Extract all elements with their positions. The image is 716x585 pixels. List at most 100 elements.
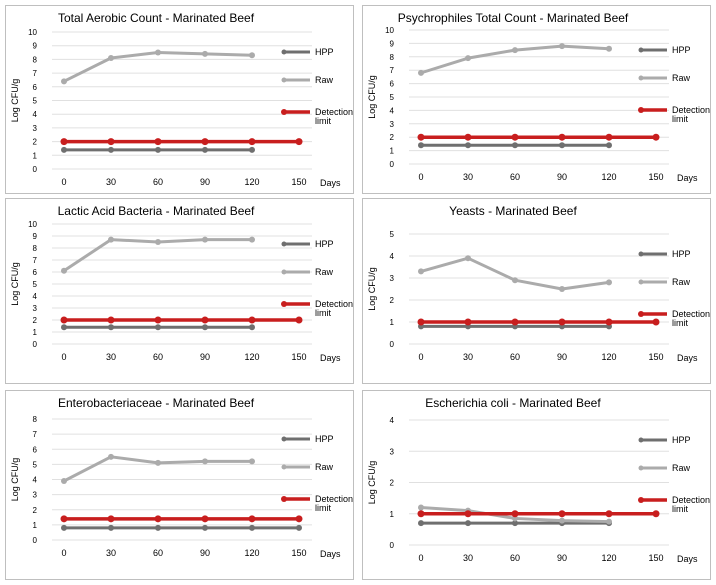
data-point-detection bbox=[107, 316, 115, 324]
legend-marker-detection bbox=[638, 107, 644, 113]
x-tick-label: 30 bbox=[463, 553, 473, 563]
data-point-hpp bbox=[61, 324, 67, 331]
data-point-detection bbox=[417, 510, 425, 518]
y-tick-label: 1 bbox=[33, 521, 38, 530]
x-tick-label: 120 bbox=[244, 177, 259, 187]
legend-label-detection-line2: limit bbox=[672, 114, 688, 124]
x-tick-label: 0 bbox=[418, 352, 423, 362]
legend-label-hpp: HPP bbox=[672, 249, 691, 259]
chart-panel: Total Aerobic Count - Marinated Beef 0 1 2 3… bbox=[5, 5, 354, 194]
data-point-detection bbox=[652, 318, 660, 326]
data-point-raw bbox=[465, 55, 471, 62]
data-point-hpp bbox=[512, 520, 518, 527]
data-point-detection bbox=[464, 318, 472, 326]
x-axis-label: Days bbox=[677, 353, 698, 363]
data-point-hpp bbox=[108, 524, 114, 531]
y-tick-label: 7 bbox=[33, 69, 38, 78]
x-axis-label: Days bbox=[320, 178, 341, 188]
y-axis-label: Log CFU/g bbox=[367, 75, 377, 119]
x-tick-label: 150 bbox=[648, 553, 663, 563]
x-tick-label: 90 bbox=[557, 352, 567, 362]
data-point-raw bbox=[465, 255, 471, 262]
legend-label-detection-line2: limit bbox=[315, 308, 331, 318]
legend-label-hpp: HPP bbox=[315, 239, 334, 249]
chart-title: Lactic Acid Bacteria - Marinated Beef bbox=[58, 204, 255, 218]
legend-marker-detection bbox=[281, 109, 287, 115]
y-tick-label: 9 bbox=[33, 232, 38, 241]
y-tick-label: 10 bbox=[28, 28, 37, 37]
x-tick-label: 60 bbox=[153, 177, 163, 187]
data-point-hpp bbox=[61, 146, 67, 153]
chart-svg: Total Aerobic Count - Marinated Beef 0 1 2 3… bbox=[10, 11, 353, 188]
data-point-hpp bbox=[512, 142, 518, 149]
y-tick-label: 4 bbox=[33, 476, 38, 485]
data-point-raw bbox=[418, 268, 424, 275]
data-point-detection bbox=[417, 318, 425, 326]
x-tick-label: 0 bbox=[418, 172, 423, 182]
x-tick-label: 90 bbox=[200, 177, 210, 187]
data-point-raw bbox=[202, 458, 208, 465]
legend-marker-raw bbox=[281, 269, 287, 275]
y-tick-label: 8 bbox=[33, 415, 38, 424]
data-point-raw bbox=[559, 43, 565, 50]
y-tick-label: 4 bbox=[33, 110, 38, 119]
data-point-raw bbox=[418, 504, 424, 511]
legend-label-detection: Detection bbox=[672, 495, 710, 505]
y-tick-label: 0 bbox=[390, 340, 395, 349]
x-tick-label: 0 bbox=[61, 177, 66, 187]
y-tick-label: 8 bbox=[33, 244, 38, 253]
x-tick-label: 150 bbox=[291, 548, 306, 558]
chart-svg: Lactic Acid Bacteria - Marinated Beef012… bbox=[10, 204, 353, 363]
legend-label-hpp: HPP bbox=[672, 45, 691, 55]
x-tick-label: 120 bbox=[601, 553, 616, 563]
x-tick-label: 30 bbox=[106, 352, 116, 362]
y-axis-label: Log CFU/g bbox=[10, 458, 20, 502]
data-point-detection bbox=[605, 510, 613, 518]
legend-marker-detection bbox=[281, 496, 287, 502]
legend-marker-raw bbox=[281, 464, 287, 470]
y-tick-label: 0 bbox=[33, 165, 38, 174]
y-tick-label: 3 bbox=[390, 447, 395, 456]
x-tick-label: 0 bbox=[61, 352, 66, 362]
data-point-detection bbox=[558, 133, 566, 141]
x-tick-label: 90 bbox=[200, 352, 210, 362]
data-point-hpp bbox=[465, 142, 471, 149]
data-point-detection bbox=[558, 318, 566, 326]
data-point-detection bbox=[154, 316, 162, 324]
legend-label-raw: Raw bbox=[672, 463, 691, 473]
series-line-raw bbox=[63, 51, 253, 83]
chart-svg: Enterobacteriaceae - Marinated Beef 0 1 2 3 4… bbox=[10, 396, 353, 559]
data-point-raw bbox=[606, 518, 612, 525]
data-point-raw bbox=[249, 236, 255, 243]
chart-title: Enterobacteriaceae - Marinated Beef bbox=[58, 396, 255, 410]
y-tick-label: 10 bbox=[385, 26, 394, 35]
legend-label-detection: Detection bbox=[672, 105, 710, 115]
x-tick-label: 60 bbox=[153, 548, 163, 558]
y-tick-label: 4 bbox=[390, 106, 395, 115]
x-tick-label: 60 bbox=[153, 352, 163, 362]
x-axis-label: Days bbox=[677, 554, 698, 564]
data-point-detection bbox=[60, 316, 68, 324]
y-tick-label: 9 bbox=[390, 39, 395, 48]
data-point-raw bbox=[155, 239, 161, 245]
x-tick-label: 90 bbox=[557, 553, 567, 563]
data-point-raw bbox=[108, 236, 114, 243]
data-point-raw bbox=[418, 69, 424, 76]
legend-marker-detection bbox=[638, 497, 644, 503]
y-tick-label: 0 bbox=[390, 541, 395, 550]
y-tick-label: 5 bbox=[33, 460, 38, 469]
data-point-hpp bbox=[202, 524, 208, 531]
data-point-hpp bbox=[249, 524, 255, 531]
data-point-detection bbox=[511, 510, 519, 518]
chart-panel: Enterobacteriaceae - Marinated Beef 0 1 2 3 4… bbox=[5, 390, 354, 580]
y-tick-label: 6 bbox=[33, 445, 38, 454]
legend-label-raw: Raw bbox=[315, 267, 334, 277]
y-tick-label: 1 bbox=[390, 510, 395, 519]
y-tick-label: 6 bbox=[390, 80, 395, 89]
data-point-detection bbox=[295, 515, 303, 523]
data-point-hpp bbox=[155, 146, 161, 153]
data-point-raw bbox=[559, 286, 565, 292]
legend-marker-hpp bbox=[281, 49, 287, 55]
legend-label-detection: Detection bbox=[315, 299, 353, 309]
chart-svg: Yeasts - Marinated Beef 0 1 2 3 4 5 0 30 60 90 120 1… bbox=[367, 204, 710, 363]
